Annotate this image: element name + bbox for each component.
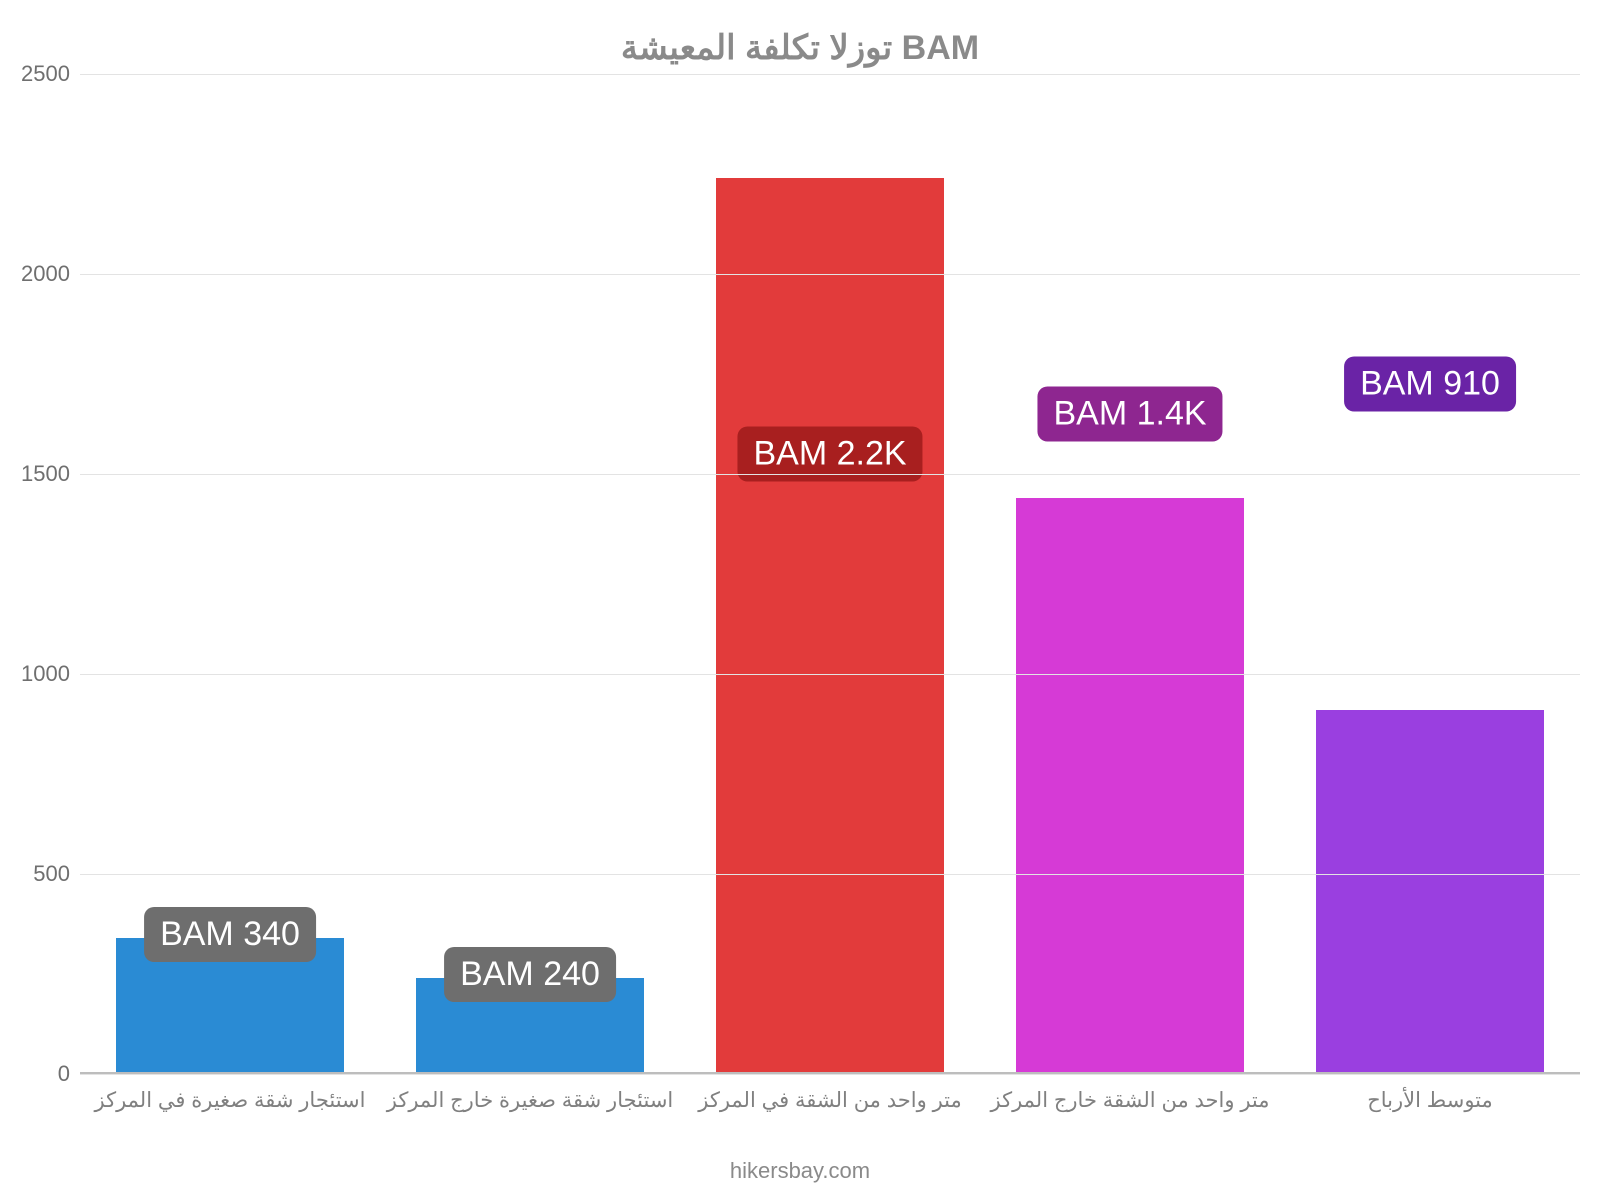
value-badge: BAM 910	[1344, 357, 1516, 412]
value-badge: BAM 1.4K	[1037, 387, 1222, 442]
gridline	[80, 474, 1580, 475]
y-tick-label: 1000	[10, 661, 70, 687]
chart-container: توزلا تكلفة المعيشة BAM BAM 340استئجار ش…	[0, 0, 1600, 1200]
chart-footer: hikersbay.com	[0, 1158, 1600, 1184]
gridline	[80, 274, 1580, 275]
bar-slot: BAM 910متوسط الأرباح	[1280, 74, 1580, 1074]
y-tick-label: 2500	[10, 61, 70, 87]
x-axis-line	[80, 1072, 1580, 1074]
y-tick-label: 0	[10, 1061, 70, 1087]
y-tick-label: 500	[10, 861, 70, 887]
value-badge: BAM 340	[144, 907, 316, 962]
bar	[1016, 498, 1244, 1074]
value-badge: BAM 240	[444, 947, 616, 1002]
x-tick-label: متر واحد من الشقة في المركز	[680, 1088, 980, 1113]
plot-area: BAM 340استئجار شقة صغيرة في المركزBAM 24…	[80, 74, 1580, 1074]
bar-slot: BAM 1.4Kمتر واحد من الشقة خارج المركز	[980, 74, 1280, 1074]
gridline	[80, 1074, 1580, 1075]
bar-slot: BAM 2.2Kمتر واحد من الشقة في المركز	[680, 74, 980, 1074]
gridline	[80, 874, 1580, 875]
bar	[1316, 710, 1544, 1074]
bar-slot: BAM 340استئجار شقة صغيرة في المركز	[80, 74, 380, 1074]
bar-slot: BAM 240استئجار شقة صغيرة خارج المركز	[380, 74, 680, 1074]
x-tick-label: متر واحد من الشقة خارج المركز	[980, 1088, 1280, 1113]
chart-title: توزلا تكلفة المعيشة BAM	[0, 28, 1600, 68]
y-tick-label: 1500	[10, 461, 70, 487]
y-tick-label: 2000	[10, 261, 70, 287]
gridline	[80, 74, 1580, 75]
bars-group: BAM 340استئجار شقة صغيرة في المركزBAM 24…	[80, 74, 1580, 1074]
plot-inner: BAM 340استئجار شقة صغيرة في المركزBAM 24…	[80, 74, 1580, 1074]
bar	[716, 178, 944, 1074]
x-tick-label: استئجار شقة صغيرة في المركز	[80, 1088, 380, 1113]
x-tick-label: استئجار شقة صغيرة خارج المركز	[380, 1088, 680, 1113]
gridline	[80, 674, 1580, 675]
x-tick-label: متوسط الأرباح	[1280, 1088, 1580, 1113]
